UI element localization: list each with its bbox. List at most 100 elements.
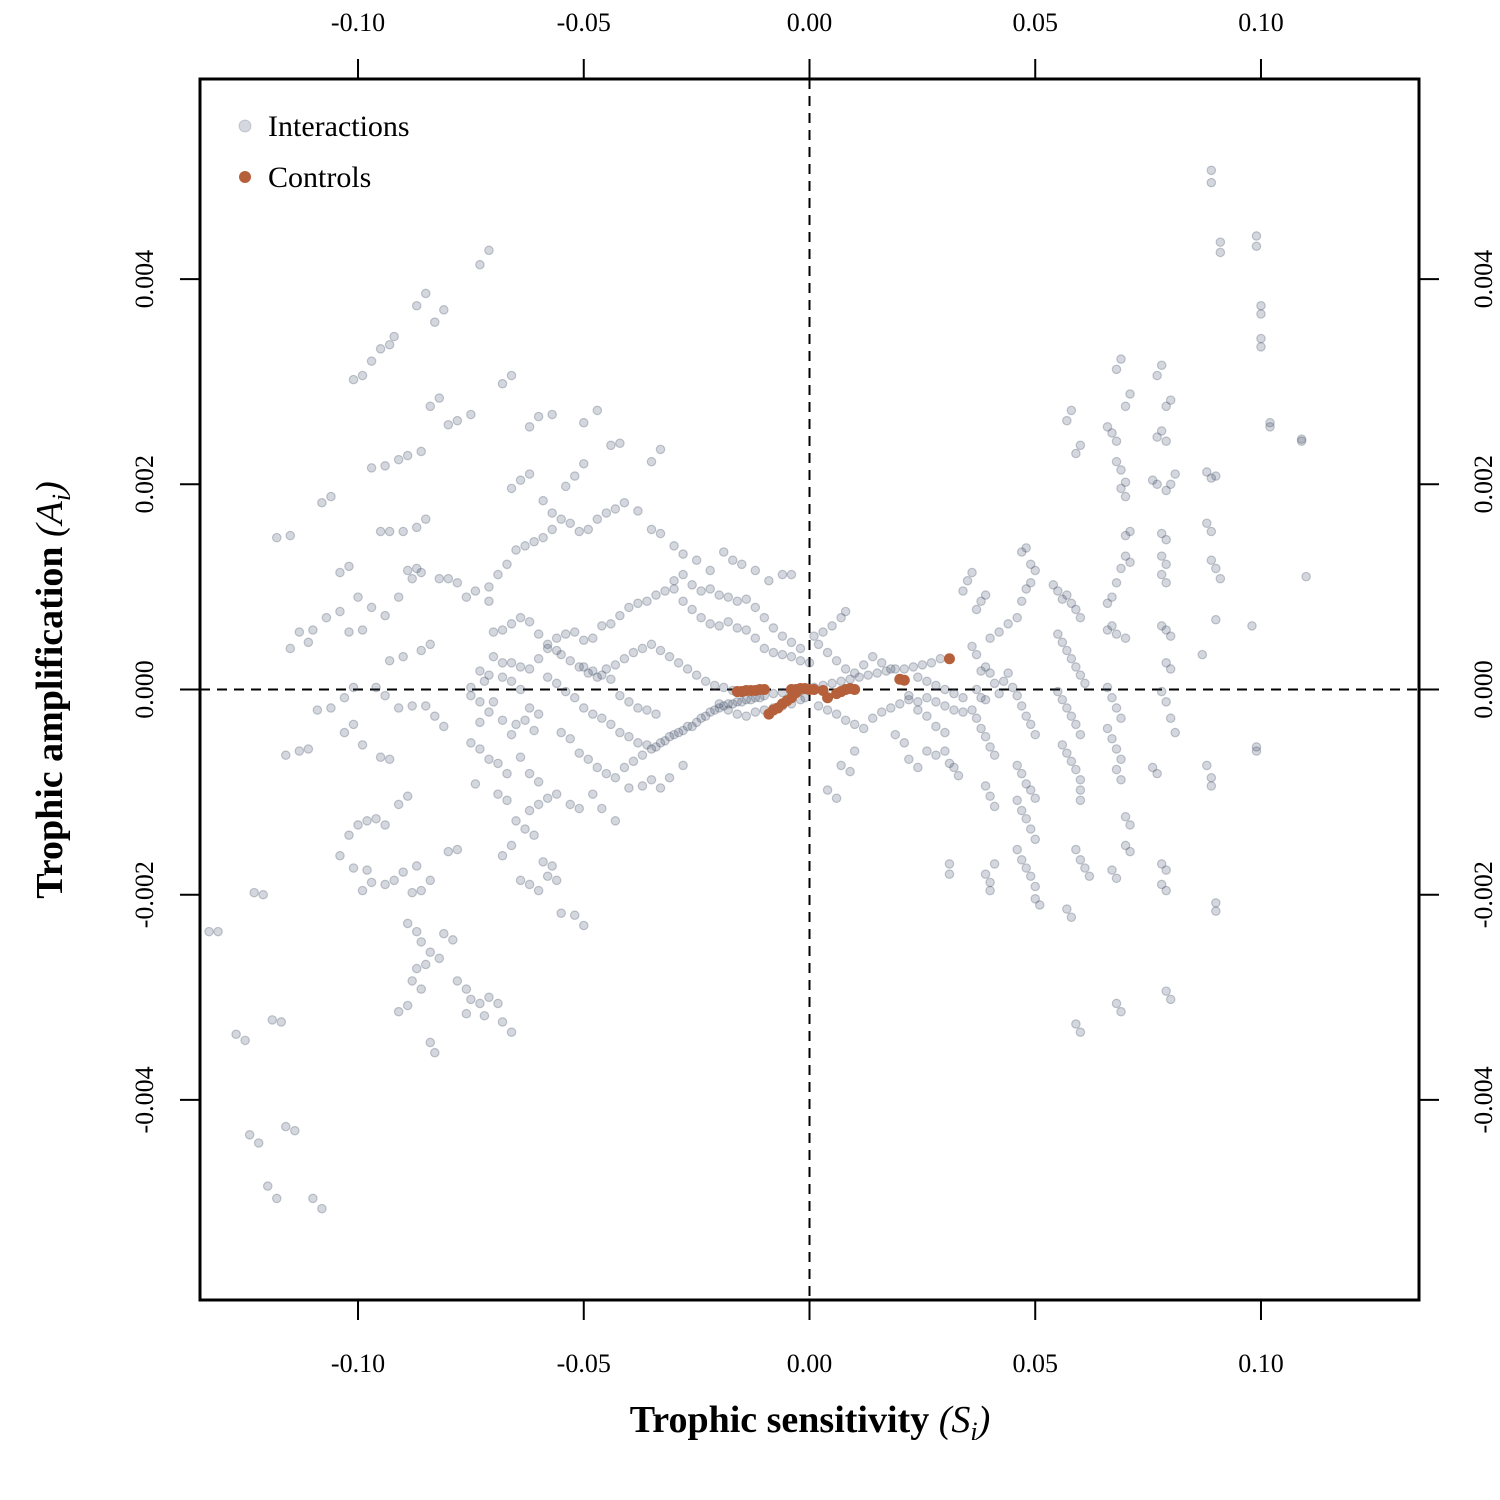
point-interaction bbox=[357, 370, 368, 381]
point-interaction bbox=[384, 526, 395, 537]
point-interaction bbox=[493, 569, 503, 580]
point-interaction bbox=[700, 676, 711, 687]
point-interaction bbox=[506, 676, 517, 687]
point-interaction bbox=[317, 1203, 327, 1214]
point-interaction bbox=[511, 545, 521, 555]
point-interaction bbox=[980, 694, 991, 705]
point-interaction bbox=[777, 649, 788, 660]
point-interaction bbox=[1161, 577, 1171, 588]
point-interaction bbox=[786, 637, 797, 648]
point-interaction bbox=[1071, 662, 1081, 672]
point-interaction bbox=[615, 438, 625, 449]
point-interaction bbox=[466, 682, 476, 693]
point-interaction bbox=[1156, 621, 1167, 631]
point-interaction bbox=[1202, 467, 1212, 477]
point-interaction bbox=[389, 875, 399, 886]
point-interaction bbox=[511, 719, 521, 730]
point-interaction bbox=[560, 686, 571, 697]
point-interaction bbox=[764, 575, 774, 586]
point-interaction bbox=[587, 666, 598, 676]
point-interaction bbox=[1075, 440, 1086, 451]
point-interaction bbox=[989, 801, 1000, 812]
point-interaction bbox=[578, 458, 589, 469]
point-interaction bbox=[1296, 436, 1307, 446]
point-interaction bbox=[723, 699, 734, 709]
point-interaction bbox=[506, 483, 517, 494]
point-interaction bbox=[380, 610, 390, 621]
point-interaction bbox=[308, 625, 318, 635]
point-interaction bbox=[434, 393, 445, 403]
point-interaction bbox=[1025, 871, 1036, 882]
point-interaction bbox=[357, 625, 368, 635]
point-interaction bbox=[655, 528, 666, 539]
point-interaction bbox=[1111, 456, 1122, 467]
point-interaction bbox=[1075, 670, 1086, 680]
point-interaction bbox=[344, 561, 354, 572]
point-interaction bbox=[705, 565, 715, 576]
point-interaction bbox=[913, 697, 923, 707]
point-interaction bbox=[497, 672, 508, 682]
point-interaction bbox=[696, 586, 706, 596]
point-interaction bbox=[1111, 364, 1122, 375]
point-interaction bbox=[1256, 341, 1266, 352]
point-interaction bbox=[827, 621, 837, 631]
point-interaction bbox=[583, 668, 594, 678]
point-interaction bbox=[542, 871, 553, 882]
point-interaction bbox=[317, 497, 327, 508]
point-interaction bbox=[682, 721, 693, 732]
point-interaction bbox=[515, 662, 526, 672]
point-interaction bbox=[1120, 633, 1131, 643]
point-interaction bbox=[1211, 906, 1221, 916]
point-interaction bbox=[597, 621, 607, 631]
point-interaction bbox=[795, 655, 806, 666]
point-interaction bbox=[429, 317, 440, 327]
point-interaction bbox=[587, 633, 598, 643]
point-interaction bbox=[759, 612, 770, 623]
point-interaction bbox=[1156, 426, 1167, 436]
x-tick-label-top: 0.10 bbox=[1238, 8, 1284, 37]
point-interaction bbox=[1206, 473, 1217, 483]
point-interaction bbox=[597, 803, 607, 814]
point-interaction bbox=[831, 655, 842, 666]
point-interaction bbox=[642, 740, 652, 750]
point-interaction bbox=[818, 627, 828, 637]
point-interaction bbox=[556, 514, 566, 524]
point-interaction bbox=[1075, 774, 1086, 785]
point-interaction bbox=[366, 463, 377, 473]
point-interaction bbox=[831, 793, 842, 804]
y-tick-label-left: -0.002 bbox=[130, 861, 159, 928]
point-interaction bbox=[601, 768, 612, 779]
point-interaction bbox=[484, 245, 494, 256]
point-interaction bbox=[619, 497, 630, 508]
point-interaction bbox=[1111, 436, 1122, 446]
point-interaction bbox=[271, 1193, 282, 1204]
point-interaction bbox=[506, 1027, 517, 1038]
x-axis-subscript: i bbox=[970, 1417, 977, 1446]
point-interaction bbox=[1116, 754, 1126, 765]
point-interaction bbox=[461, 984, 472, 994]
point-interaction bbox=[931, 750, 941, 760]
point-interaction bbox=[502, 559, 512, 570]
point-interaction bbox=[258, 889, 269, 900]
point-interaction bbox=[1211, 614, 1221, 625]
point-interaction bbox=[402, 450, 413, 461]
point-interaction bbox=[357, 885, 368, 896]
legend-label-controls: Controls bbox=[268, 161, 371, 194]
point-interaction bbox=[515, 752, 526, 763]
point-interaction bbox=[529, 725, 539, 736]
point-interaction bbox=[520, 541, 530, 551]
point-interaction bbox=[1125, 820, 1135, 830]
point-interaction bbox=[1116, 354, 1126, 364]
point-interaction bbox=[339, 692, 350, 703]
point-interaction bbox=[1125, 526, 1135, 537]
point-interaction bbox=[204, 926, 214, 937]
point-interaction bbox=[669, 729, 679, 740]
point-interaction bbox=[651, 709, 661, 719]
point-interaction bbox=[624, 731, 634, 742]
point-interaction bbox=[344, 627, 354, 637]
point-interaction bbox=[664, 651, 675, 662]
point-interaction bbox=[285, 643, 296, 654]
point-interaction bbox=[1197, 649, 1208, 660]
point-interaction bbox=[705, 619, 715, 629]
point-interaction bbox=[1161, 986, 1171, 996]
